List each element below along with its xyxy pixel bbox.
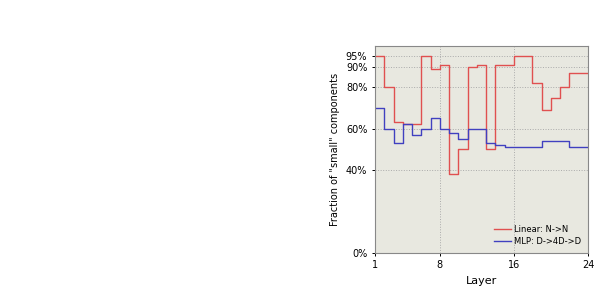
MLP: D->4D->D: (21, 0.54): D->4D->D: (21, 0.54) <box>557 139 564 143</box>
MLP: D->4D->D: (7, 0.65): D->4D->D: (7, 0.65) <box>427 117 434 120</box>
Linear: N->N: (2, 0.8): N->N: (2, 0.8) <box>380 86 388 89</box>
MLP: D->4D->D: (4, 0.62): D->4D->D: (4, 0.62) <box>399 123 406 126</box>
Linear: N->N: (21, 0.8): N->N: (21, 0.8) <box>557 86 564 89</box>
MLP: D->4D->D: (12, 0.6): D->4D->D: (12, 0.6) <box>473 127 481 130</box>
Y-axis label: Fraction of "small" components: Fraction of "small" components <box>331 73 340 226</box>
MLP: D->4D->D: (9, 0.58): D->4D->D: (9, 0.58) <box>445 131 452 134</box>
Linear: N->N: (9, 0.38): N->N: (9, 0.38) <box>445 172 452 176</box>
X-axis label: Layer: Layer <box>466 276 497 286</box>
Linear: N->N: (18, 0.82): N->N: (18, 0.82) <box>529 82 536 85</box>
MLP: D->4D->D: (11, 0.6): D->4D->D: (11, 0.6) <box>464 127 471 130</box>
Linear: N->N: (7, 0.89): N->N: (7, 0.89) <box>427 67 434 70</box>
MLP: D->4D->D: (16, 0.51): D->4D->D: (16, 0.51) <box>511 146 518 149</box>
MLP: D->4D->D: (1, 0.7): D->4D->D: (1, 0.7) <box>371 106 379 110</box>
MLP: D->4D->D: (8, 0.6): D->4D->D: (8, 0.6) <box>436 127 443 130</box>
Linear: N->N: (17, 0.95): N->N: (17, 0.95) <box>520 55 527 58</box>
MLP: D->4D->D: (3, 0.53): D->4D->D: (3, 0.53) <box>390 141 397 145</box>
MLP: D->4D->D: (13, 0.53): D->4D->D: (13, 0.53) <box>482 141 490 145</box>
MLP: D->4D->D: (15, 0.51): D->4D->D: (15, 0.51) <box>501 146 508 149</box>
Linear: N->N: (23, 0.87): N->N: (23, 0.87) <box>575 71 583 75</box>
Linear: N->N: (10, 0.5): N->N: (10, 0.5) <box>455 148 462 151</box>
Linear: N->N: (24, 0.87): N->N: (24, 0.87) <box>584 71 592 75</box>
MLP: D->4D->D: (23, 0.51): D->4D->D: (23, 0.51) <box>575 146 583 149</box>
Linear: N->N: (3, 0.63): N->N: (3, 0.63) <box>390 121 397 124</box>
MLP: D->4D->D: (22, 0.51): D->4D->D: (22, 0.51) <box>566 146 573 149</box>
Line: Linear: N->N: Linear: N->N <box>375 56 588 174</box>
MLP: D->4D->D: (18, 0.51): D->4D->D: (18, 0.51) <box>529 146 536 149</box>
MLP: D->4D->D: (14, 0.52): D->4D->D: (14, 0.52) <box>492 144 499 147</box>
MLP: D->4D->D: (20, 0.54): D->4D->D: (20, 0.54) <box>547 139 554 143</box>
Linear: N->N: (12, 0.91): N->N: (12, 0.91) <box>473 63 481 66</box>
Linear: N->N: (13, 0.5): N->N: (13, 0.5) <box>482 148 490 151</box>
MLP: D->4D->D: (10, 0.55): D->4D->D: (10, 0.55) <box>455 137 462 141</box>
MLP: D->4D->D: (2, 0.6): D->4D->D: (2, 0.6) <box>380 127 388 130</box>
Linear: N->N: (6, 0.95): N->N: (6, 0.95) <box>418 55 425 58</box>
Linear: N->N: (14, 0.91): N->N: (14, 0.91) <box>492 63 499 66</box>
Legend: Linear: N->N, MLP: D->4D->D: Linear: N->N, MLP: D->4D->D <box>492 223 584 248</box>
Linear: N->N: (5, 0.62): N->N: (5, 0.62) <box>409 123 416 126</box>
MLP: D->4D->D: (6, 0.6): D->4D->D: (6, 0.6) <box>418 127 425 130</box>
MLP: D->4D->D: (19, 0.54): D->4D->D: (19, 0.54) <box>538 139 545 143</box>
Linear: N->N: (16, 0.95): N->N: (16, 0.95) <box>511 55 518 58</box>
Linear: N->N: (8, 0.91): N->N: (8, 0.91) <box>436 63 443 66</box>
MLP: D->4D->D: (5, 0.57): D->4D->D: (5, 0.57) <box>409 133 416 137</box>
Linear: N->N: (11, 0.9): N->N: (11, 0.9) <box>464 65 471 68</box>
Linear: N->N: (15, 0.91): N->N: (15, 0.91) <box>501 63 508 66</box>
MLP: D->4D->D: (17, 0.51): D->4D->D: (17, 0.51) <box>520 146 527 149</box>
Linear: N->N: (22, 0.87): N->N: (22, 0.87) <box>566 71 573 75</box>
Linear: N->N: (4, 0.62): N->N: (4, 0.62) <box>399 123 406 126</box>
Line: MLP: D->4D->D: MLP: D->4D->D <box>375 108 588 147</box>
Linear: N->N: (19, 0.69): N->N: (19, 0.69) <box>538 108 545 112</box>
Linear: N->N: (20, 0.75): N->N: (20, 0.75) <box>547 96 554 99</box>
MLP: D->4D->D: (24, 0.51): D->4D->D: (24, 0.51) <box>584 146 592 149</box>
Linear: N->N: (1, 0.95): N->N: (1, 0.95) <box>371 55 379 58</box>
